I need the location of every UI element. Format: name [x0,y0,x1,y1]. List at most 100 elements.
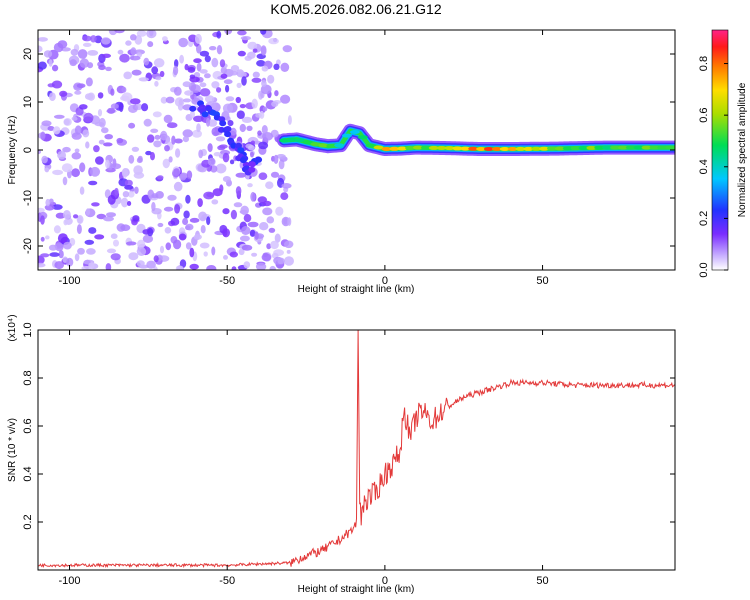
noise-blob [184,63,189,71]
noise-blob [284,240,294,249]
noise-blob [38,262,46,268]
noise-blob [122,191,130,198]
noise-blob [53,126,61,135]
noise-blob [237,50,246,57]
noise-blob [130,98,141,105]
noise-blob [45,235,50,240]
colorbar-gradient [711,29,729,271]
noise-blob [91,202,100,207]
heatmap-noise [38,30,294,270]
colorbar-tick-label: 0.8 [698,56,710,71]
ridge-hotspot [610,145,621,150]
noise-blob [110,88,115,96]
noise-blob [239,123,246,133]
noise-blob [142,229,151,235]
ridge-hotspot [625,145,636,150]
y-tick-label: 20 [22,48,34,60]
noise-blob [70,48,79,56]
noise-blob [88,227,97,234]
ridge-hotspot [342,133,352,138]
noise-blob [102,53,111,58]
noise-blob [152,111,162,118]
noise-blob [193,58,202,64]
noise-blob [235,186,242,196]
noise-blob [89,166,101,177]
noise-blob [251,77,262,83]
noise-blob [110,103,119,109]
noise-blob [134,186,139,194]
ridge-hotspot [641,145,652,150]
noise-blob [198,211,208,221]
spectrogram-x-label: Height of straight line (km) [298,284,415,295]
noise-blob [38,37,48,42]
colorbar-tick-label: 0.0 [698,262,710,277]
noise-blob [173,86,182,96]
noise-blob [163,114,173,124]
noise-blob [61,163,73,173]
ridge-hotspot [554,146,565,151]
noise-blob [175,148,181,158]
x-tick-label: 50 [536,575,548,587]
ridge-hotspot [515,146,526,151]
noise-blob [219,184,224,193]
noise-blob [41,120,52,127]
ridge-hotspot [279,138,289,143]
noise-blob [116,137,124,144]
noise-blob [95,156,104,165]
noise-blob [186,170,193,180]
ridge-hotspot [523,146,534,151]
noise-blob [77,247,85,255]
noise-blob [259,222,269,231]
noise-blob [187,66,196,73]
ridge-hotspot [665,145,675,150]
noise-blob [106,248,117,254]
ridge-hotspot [460,146,471,151]
noise-blob [114,30,125,34]
noise-blob [229,70,239,76]
noise-blob [250,191,256,202]
noise-blob [246,125,253,131]
noise-blob [132,215,140,222]
noise-blob [247,145,255,151]
ridge-hotspot [586,145,597,150]
noise-blob [267,74,275,84]
snr-panel: -100 -50 0 50 0.2 0.4 0.6 0.8 1.0 (x10⁴) Height… [7,314,676,595]
noise-blob [131,69,142,76]
noise-blob [97,92,104,99]
noise-blob [87,92,95,101]
noise-blob [171,135,176,145]
noise-blob [199,50,210,57]
y-tick-label: 1.0 [22,322,34,337]
noise-blob [258,172,268,180]
noise-blob [74,125,82,135]
ridge-hotspot [531,146,542,151]
ridge-hotspot [562,146,573,151]
x-tick-label: -100 [59,275,81,287]
noise-blob [260,46,267,56]
noise-blob [174,138,183,144]
noise-blob [278,159,285,170]
noise-blob [63,118,72,126]
noise-blob [183,210,190,219]
noise-blob [204,95,215,103]
noise-blob [79,58,90,68]
noise-blob [216,45,223,55]
noise-blob [193,234,202,240]
diagonal-feature-blob [248,166,256,173]
noise-blob [241,226,251,235]
diagonal-feature-blob [205,105,213,112]
y-tick-label: -10 [22,190,34,206]
noise-blob [163,206,174,212]
noise-blob [143,118,152,127]
noise-blob [40,131,46,141]
spectrogram-y-label: Frequency (Hz) [7,116,18,185]
noise-blob [77,216,83,224]
noise-blob [124,185,134,190]
noise-blob [82,129,90,138]
spectrogram-x-ticks: -100 -50 0 50 [59,30,549,287]
noise-blob [55,212,66,219]
noise-blob [127,104,138,114]
noise-blob [236,82,242,89]
ridge-hotspot [397,146,408,151]
noise-blob [162,158,170,169]
